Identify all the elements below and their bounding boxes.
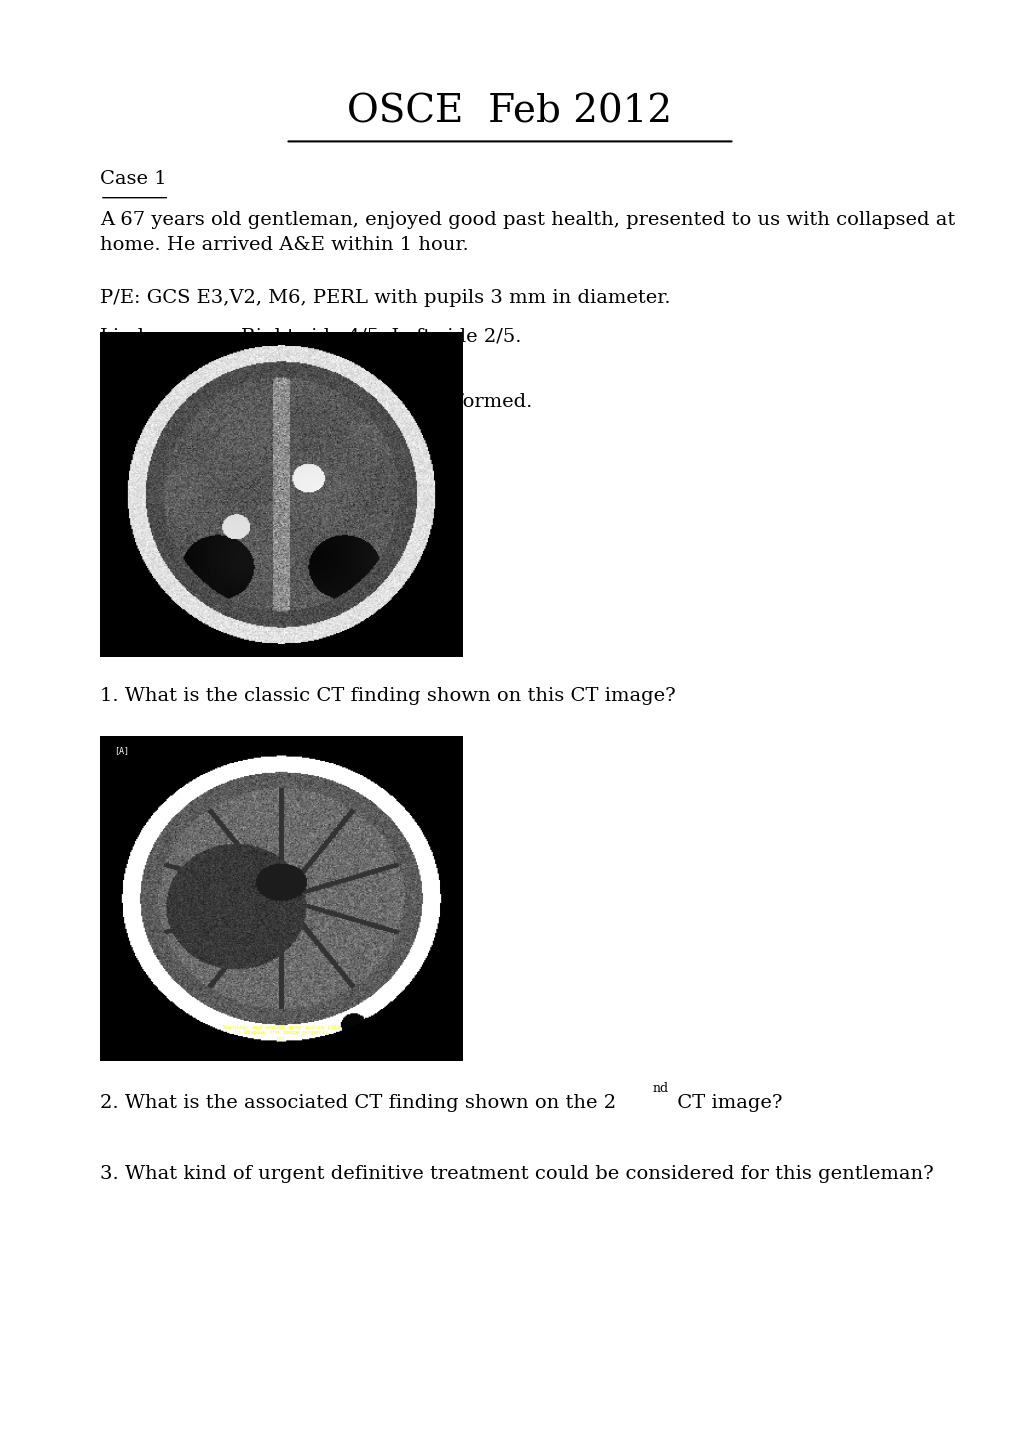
Text: A 67 years old gentleman, enjoyed good past health, presented to us with collaps: A 67 years old gentleman, enjoyed good p… (100, 211, 954, 254)
Text: 3. What kind of urgent definitive treatment could be considered for this gentlem: 3. What kind of urgent definitive treatm… (100, 1165, 932, 1182)
Text: P/E: GCS E3,V2, M6, PERL with pupils 3 mm in diameter.: P/E: GCS E3,V2, M6, PERL with pupils 3 m… (100, 289, 669, 306)
Text: Urgent CT brain (plain cut) was performed.: Urgent CT brain (plain cut) was performe… (100, 392, 532, 411)
Text: Case 1: Case 1 (100, 170, 166, 188)
Text: nd: nd (652, 1082, 668, 1095)
Text: [A]: [A] (114, 746, 129, 755)
Text: OSCE  Feb 2012: OSCE Feb 2012 (347, 94, 672, 131)
Text: CT image?: CT image? (671, 1094, 782, 1111)
Text: 2. What is the associated CT finding shown on the 2: 2. What is the associated CT finding sho… (100, 1094, 615, 1111)
Text: Limbs power: Right side 4/5, Left side 2/5.: Limbs power: Right side 4/5, Left side 2… (100, 328, 521, 345)
Text: Warning: not enough gray scales (32)
to display the image properly
[P]: Warning: not enough gray scales (32) to … (222, 1025, 339, 1042)
Text: 1. What is the classic CT finding shown on this CT image?: 1. What is the classic CT finding shown … (100, 687, 675, 704)
